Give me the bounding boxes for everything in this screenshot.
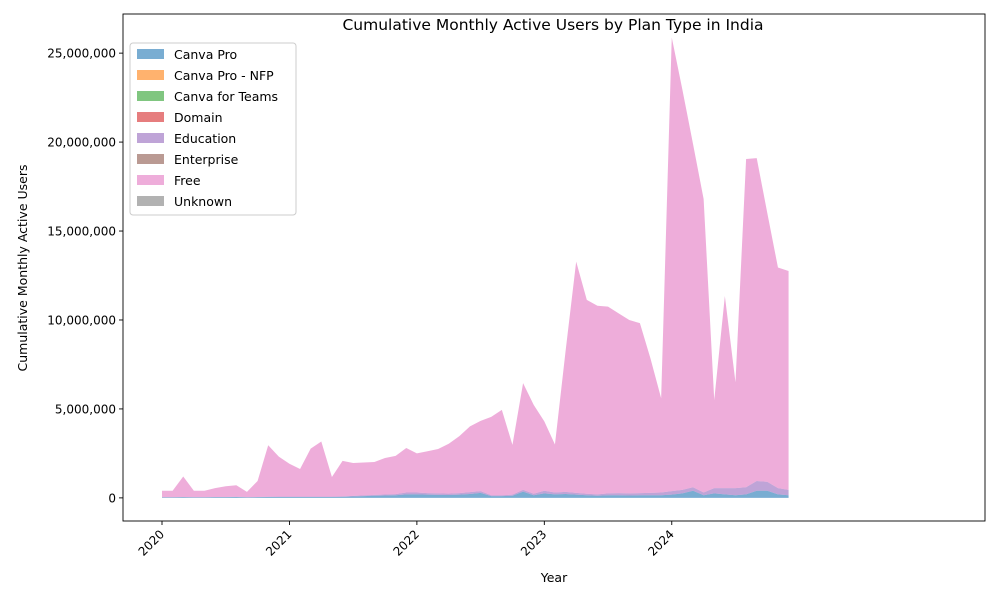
plot-frame (122, 13, 986, 522)
legend-label: Education (174, 131, 236, 146)
x-axis-label: Year (540, 570, 568, 585)
legend-swatch (137, 70, 164, 80)
legend-swatch (137, 154, 164, 164)
legend-swatch (137, 175, 164, 185)
x-tick-label: 2020 (136, 527, 167, 558)
legend-swatch (137, 49, 164, 59)
y-tick-label: 25,000,000 (47, 47, 116, 61)
legend-label: Enterprise (174, 152, 239, 167)
legend-label: Canva Pro (174, 47, 237, 62)
y-tick-label: 5,000,000 (55, 402, 116, 416)
y-tick-label: 20,000,000 (47, 136, 116, 150)
legend-swatch (137, 91, 164, 101)
legend-swatch (137, 196, 164, 206)
chart-title: Cumulative Monthly Active Users by Plan … (342, 16, 763, 34)
y-tick-label: 10,000,000 (47, 313, 116, 327)
legend-swatch (137, 112, 164, 122)
legend-swatch (137, 133, 164, 143)
y-axis-ticks: 0 5,000,000 10,000,000 15,000,000 20,000,000… (47, 47, 123, 505)
x-tick-label: 2021 (263, 527, 294, 558)
area-series-0 (162, 490, 789, 498)
legend-label: Canva Pro - NFP (174, 68, 274, 83)
legend-label: Free (174, 173, 201, 188)
area-series-6 (162, 37, 789, 498)
y-tick-label: 0 (108, 491, 116, 505)
legend-label: Unknown (174, 194, 232, 209)
x-tick-label: 2022 (391, 527, 422, 558)
legend-label: Canva for Teams (174, 89, 278, 104)
legend-label: Domain (174, 110, 223, 125)
x-tick-label: 2024 (645, 527, 676, 558)
series-areas (162, 37, 789, 498)
legend: Canva Pro Canva Pro - NFP Canva for Teams D… (129, 42, 297, 216)
y-axis-label: Cumulative Monthly Active Users (15, 165, 30, 372)
x-tick-label: 2023 (518, 527, 549, 558)
y-tick-label: 15,000,000 (47, 225, 116, 239)
x-axis-ticks: 2020 2021 2022 2023 2024 (136, 521, 677, 559)
legend-box (129, 42, 297, 216)
